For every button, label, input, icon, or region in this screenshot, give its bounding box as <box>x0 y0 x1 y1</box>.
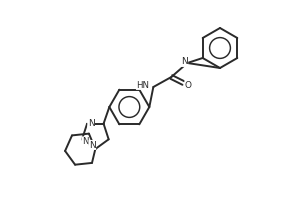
Text: N: N <box>181 58 188 66</box>
Text: N: N <box>89 140 96 150</box>
Text: N: N <box>88 119 94 128</box>
Text: O: O <box>185 80 192 90</box>
Text: HN: HN <box>136 80 149 90</box>
Text: N: N <box>82 137 88 146</box>
